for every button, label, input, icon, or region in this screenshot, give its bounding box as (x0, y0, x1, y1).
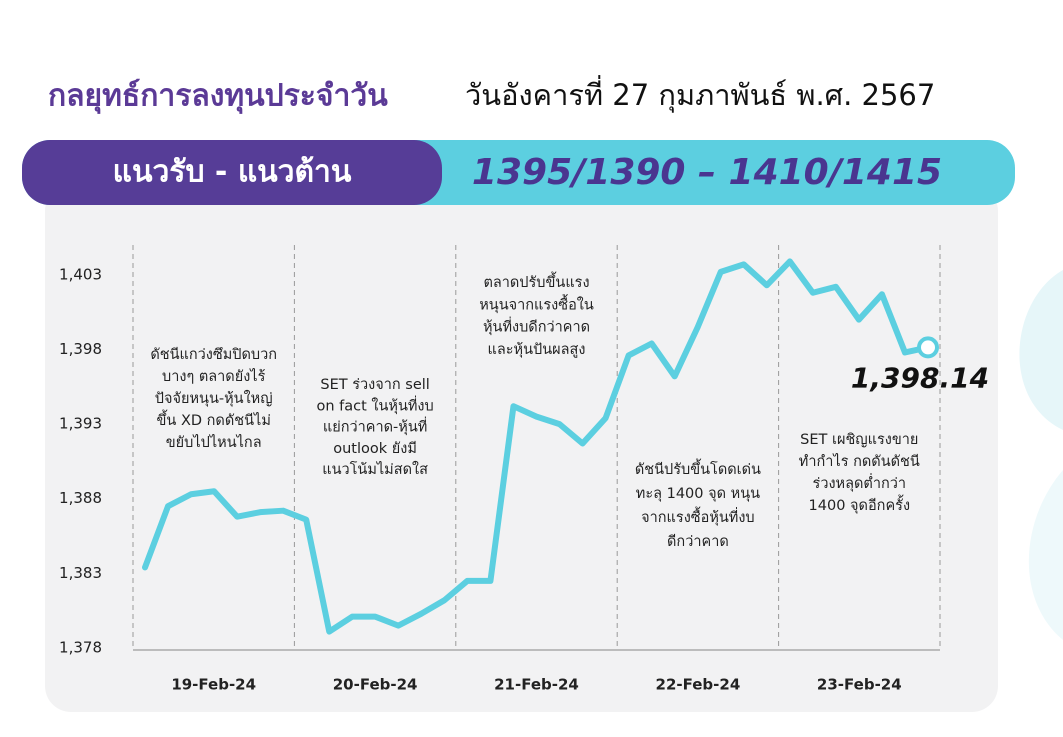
end-marker (917, 336, 939, 359)
value-label: 1,398.14 (851, 361, 989, 394)
annotation: และหุ้นปันผลสูง (488, 341, 586, 358)
annotation: ดัชนีปรับขึ้นโดดเด่น (635, 458, 761, 478)
annotation: หุ้นที่งบดีกว่าคาด (483, 317, 590, 336)
annotation: จากแรงซื้อหุ้นที่งบ (641, 506, 755, 526)
decor-shape (1028, 470, 1063, 640)
x-tick-label: 21-Feb-24 (494, 676, 579, 694)
x-tick-label: 19-Feb-24 (171, 676, 256, 694)
annotation: 1400 จุดอีกครั้ง (809, 494, 910, 514)
annotation: ขึ้น XD กดดัชนีไม่ (157, 409, 271, 429)
annotation: หนุนจากแรงซื้อใน (479, 293, 594, 313)
x-tick-label: 22-Feb-24 (656, 676, 741, 694)
annotation: ปัจจัยหนุน-หุ้นใหญ่ (155, 389, 273, 407)
annotation: แนวโน้มไม่สดใส (322, 460, 428, 478)
annotation: SET เผชิญแรงขาย (800, 432, 918, 448)
decor-shape (1019, 270, 1063, 430)
index-line (142, 258, 931, 635)
banner-label-box (22, 140, 442, 205)
annotation: ร่วงหลุดต่ำกว่า (813, 473, 907, 492)
y-tick-label: 1,403 (59, 265, 102, 283)
annotation: ขยับไปไหนไกล (166, 433, 262, 451)
x-tick-label: 20-Feb-24 (333, 676, 418, 694)
annotation: outlook ยังมี (333, 440, 417, 457)
annotation: ทำกำไร กดดันดัชนี (799, 452, 920, 470)
banner-label: แนวรับ - แนวต้าน (113, 155, 352, 190)
banner-value: 1395/1390 – 1410/1415 (472, 152, 942, 193)
title: กลยุทธ์การลงทุนประจำวัน (48, 79, 388, 115)
date: วันอังคารที่ 27 กุมภาพันธ์ พ.ศ. 2567 (465, 75, 935, 113)
y-tick-label: 1,398 (59, 340, 102, 358)
y-tick-label: 1,383 (59, 564, 102, 582)
chart-panel (45, 185, 998, 712)
annotation: on fact ในหุ้นที่งบ (316, 395, 433, 414)
annotation: บางๆ ตลาดยังไร้ (162, 367, 266, 385)
annotation: ตลาดปรับขึ้นแรง (483, 271, 589, 291)
annotation: ดีกว่าคาด (667, 533, 729, 550)
x-tick-label: 23-Feb-24 (817, 676, 902, 694)
y-tick-label: 1,393 (59, 415, 102, 433)
annotation: ทะลุ 1400 จุด หนุน (636, 486, 760, 502)
y-tick-label: 1,388 (59, 489, 102, 507)
annotation: SET ร่วงจาก sell (320, 377, 429, 393)
annotation: ดัชนีแกว่งซึมปิดบวก (150, 346, 277, 363)
y-tick-label: 1,378 (59, 639, 102, 657)
annotation: แย่กว่าคาด-หุ้นที่ (323, 417, 427, 436)
